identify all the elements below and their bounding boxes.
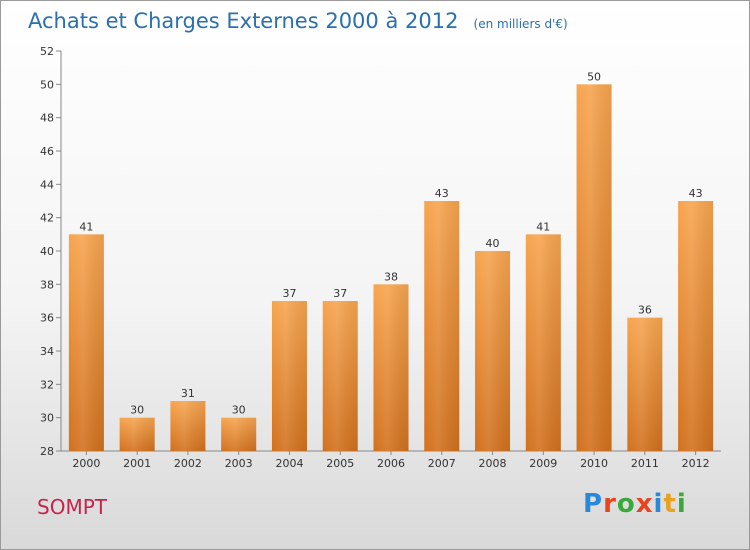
logo-letter: x xyxy=(635,489,654,519)
data-label: 43 xyxy=(689,187,703,200)
y-tick-label: 40 xyxy=(40,245,54,258)
data-label: 41 xyxy=(536,220,550,233)
bar-shade xyxy=(119,417,155,451)
y-tick-label: 44 xyxy=(40,178,54,191)
bar-shade xyxy=(627,317,663,451)
x-tick-label: 2008 xyxy=(479,457,507,470)
y-tick-label: 28 xyxy=(40,445,54,458)
chart-title: Achats et Charges Externes 2000 à 2012 xyxy=(28,9,459,33)
x-tick-label: 2011 xyxy=(631,457,659,470)
data-label: 30 xyxy=(130,404,144,417)
y-tick-label: 32 xyxy=(40,378,54,391)
y-tick-label: 30 xyxy=(40,412,54,425)
axis-layer: 28 30 32 34 36 38 40 42 44 46 48 50 52 xyxy=(40,45,721,458)
bar-shade xyxy=(576,84,612,451)
logo-letter: i xyxy=(653,489,664,519)
bar-shade xyxy=(678,201,714,451)
bar-shade xyxy=(170,401,206,451)
logo-letter: r xyxy=(603,489,617,519)
x-tick-label: 2007 xyxy=(428,457,456,470)
logo-letter: P xyxy=(583,489,604,519)
y-tick-label: 38 xyxy=(40,278,54,291)
place-name: SOMPT xyxy=(37,495,107,519)
data-label: 40 xyxy=(486,237,500,250)
chart-subtitle: (en milliers d'€) xyxy=(473,17,568,31)
proxiti-logo: Proxiti xyxy=(583,489,687,519)
x-tick-label: 2004 xyxy=(275,457,303,470)
bar-shade xyxy=(221,417,257,451)
bar-shade xyxy=(271,301,307,451)
x-tick-label: 2001 xyxy=(123,457,151,470)
y-tick-label: 36 xyxy=(40,312,54,325)
data-label: 50 xyxy=(587,70,601,83)
x-tick-label: 2000 xyxy=(72,457,100,470)
label-layer: 2000 41 2001 30 2002 31 2003 30 2004 37 2005 37 2006… xyxy=(72,70,709,470)
bar-shade xyxy=(424,201,460,451)
y-tick-label: 48 xyxy=(40,112,54,125)
bar-shade xyxy=(525,234,561,451)
y-tick-label: 46 xyxy=(40,145,54,158)
x-tick-label: 2006 xyxy=(377,457,405,470)
data-label: 37 xyxy=(333,287,347,300)
x-tick-label: 2005 xyxy=(326,457,354,470)
data-label: 36 xyxy=(638,304,652,317)
chart-title-block: Achats et Charges Externes 2000 à 2012 (… xyxy=(28,9,568,33)
data-label: 31 xyxy=(181,387,195,400)
bar-shade xyxy=(475,251,511,451)
y-tick-label: 52 xyxy=(40,45,54,58)
logo-letter: i xyxy=(676,489,687,519)
x-tick-label: 2010 xyxy=(580,457,608,470)
x-tick-label: 2012 xyxy=(682,457,710,470)
data-label: 41 xyxy=(79,220,93,233)
y-tick-label: 34 xyxy=(40,345,54,358)
data-label: 38 xyxy=(384,270,398,283)
x-tick-label: 2003 xyxy=(225,457,253,470)
data-label: 30 xyxy=(232,404,246,417)
x-tick-label: 2002 xyxy=(174,457,202,470)
bar-shade xyxy=(322,301,358,451)
y-tick-label: 50 xyxy=(40,78,54,91)
bar-shade xyxy=(373,284,409,451)
x-tick-label: 2009 xyxy=(529,457,557,470)
data-label: 37 xyxy=(282,287,296,300)
bar-shade xyxy=(68,234,104,451)
bar-layer xyxy=(68,84,714,451)
y-tick-label: 42 xyxy=(40,212,54,225)
logo-letter: t xyxy=(663,489,677,519)
logo-letter: o xyxy=(616,489,636,519)
data-label: 43 xyxy=(435,187,449,200)
